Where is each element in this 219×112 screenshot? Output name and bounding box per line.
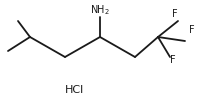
Text: F: F: [172, 9, 178, 19]
Text: F: F: [170, 55, 176, 64]
Text: NH$_2$: NH$_2$: [90, 3, 110, 17]
Text: HCl: HCl: [65, 84, 85, 94]
Text: F: F: [189, 25, 195, 35]
